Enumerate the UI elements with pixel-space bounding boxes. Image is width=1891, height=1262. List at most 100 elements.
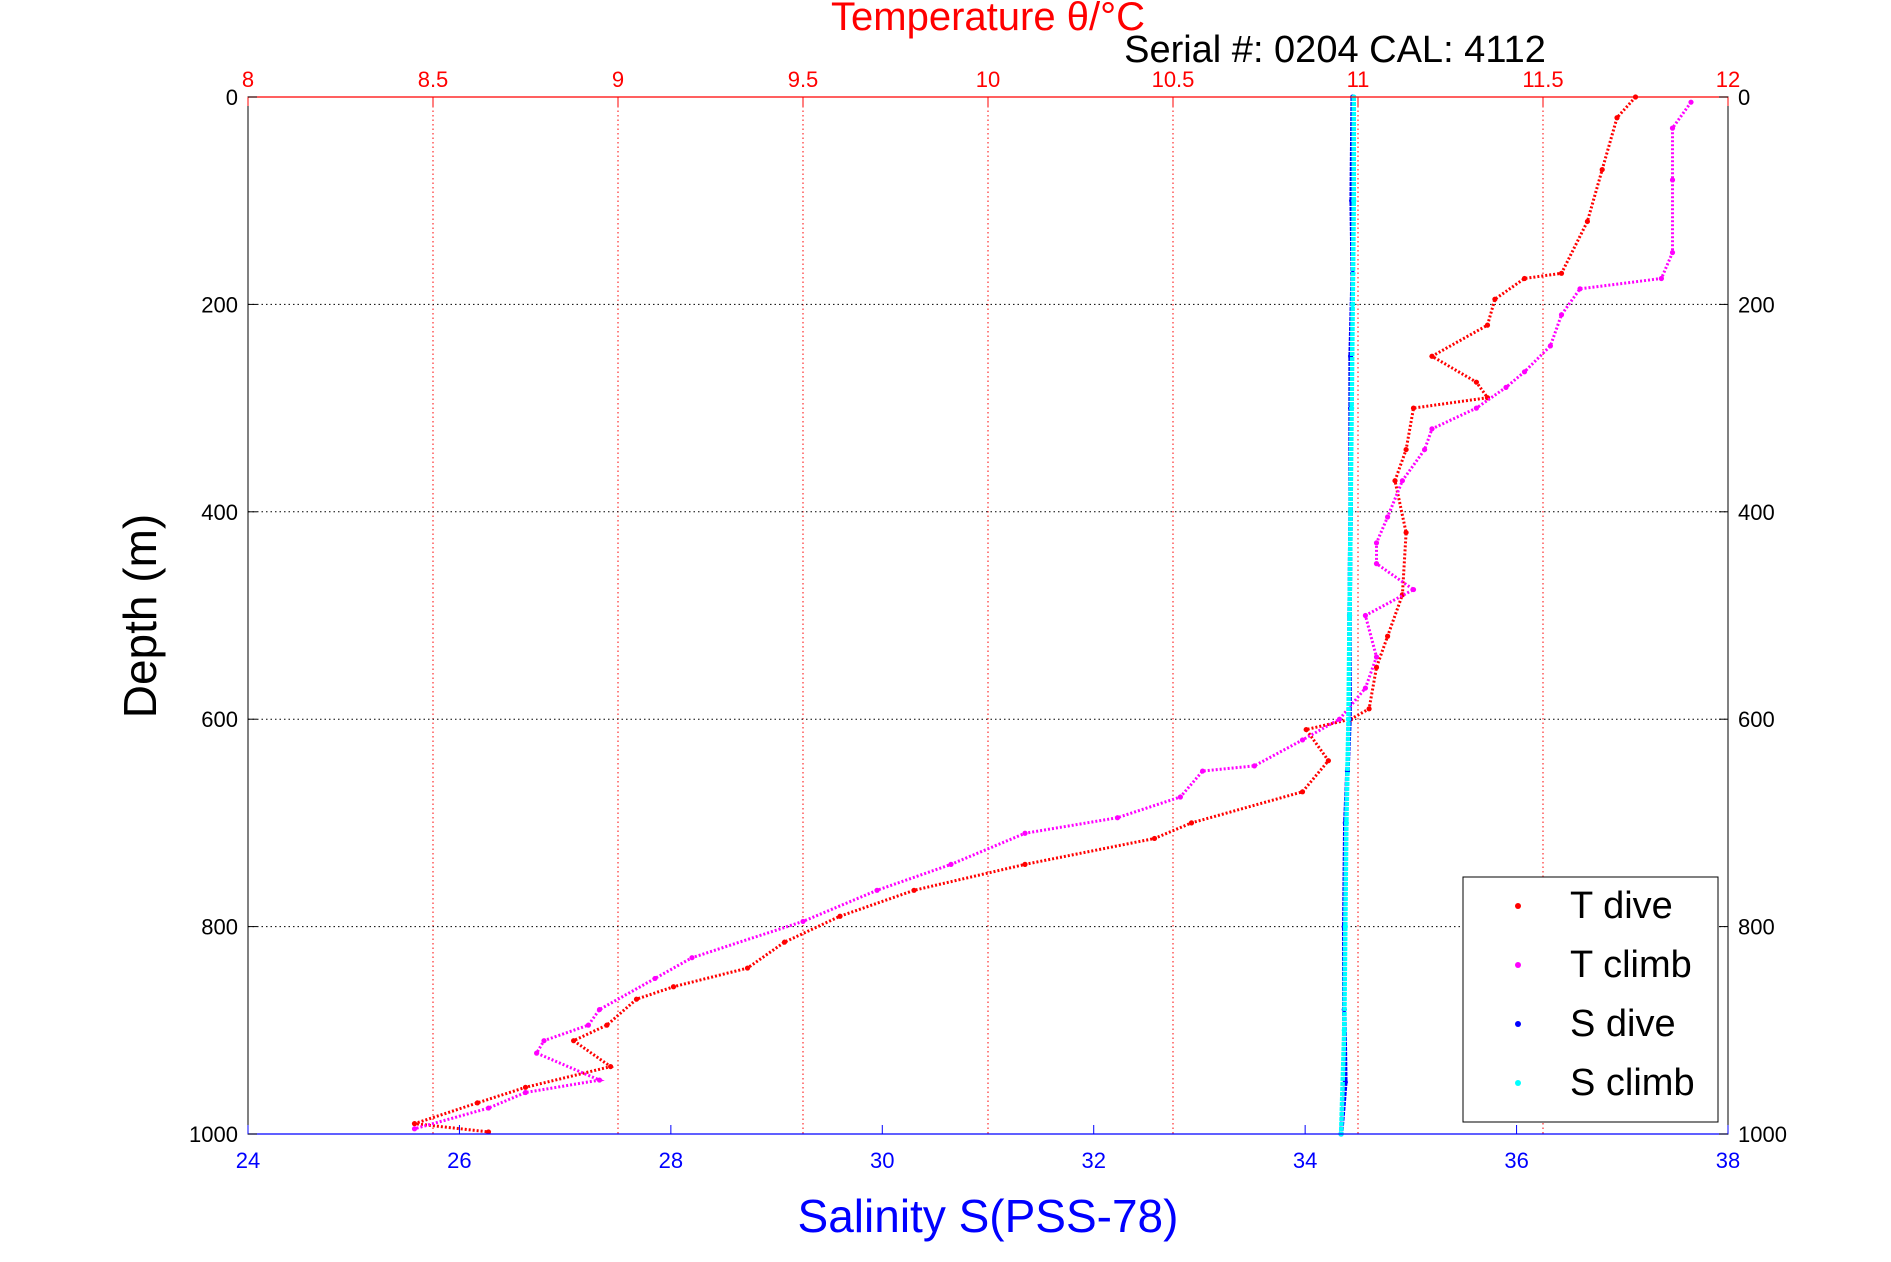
left-tick-label: 400: [201, 500, 238, 525]
data-point: [1299, 789, 1306, 795]
data-point: [1385, 633, 1391, 639]
data-point: [604, 1022, 610, 1028]
data-point: [1114, 815, 1121, 821]
data-point: [1366, 706, 1372, 712]
legend: T dive T climb S dive S climb: [1462, 876, 1719, 1123]
data-point: [485, 1129, 492, 1135]
data-point: [1521, 275, 1528, 282]
data-point: [1584, 218, 1590, 225]
data-point: [1392, 478, 1398, 484]
data-point: [1022, 830, 1028, 836]
data-point: [1251, 763, 1257, 769]
bottom-tick-label: 34: [1293, 1148, 1317, 1173]
legend-box: [1462, 876, 1719, 1123]
top-tick-label: 10.5: [1152, 67, 1195, 92]
data-point: [1658, 275, 1664, 282]
data-point: [485, 1105, 492, 1111]
left-tick-label: 1000: [189, 1122, 238, 1147]
data-point: [1492, 296, 1498, 302]
bottom-tick-label: 28: [659, 1148, 683, 1173]
data-point: [1577, 286, 1583, 292]
data-point: [1558, 270, 1565, 276]
data-point: [411, 1126, 418, 1132]
left-tick-label: 0: [226, 85, 238, 110]
data-point: [800, 918, 806, 925]
data-point: [1200, 768, 1206, 774]
data-point: [633, 996, 640, 1002]
data-point: [1385, 514, 1391, 520]
y-axis-label: Depth (m): [114, 514, 166, 718]
data-point: [1348, 509, 1354, 515]
bottom-tick-label: 36: [1504, 1148, 1528, 1173]
data-point: [1558, 312, 1565, 318]
bottom-tick-label: 32: [1081, 1148, 1105, 1173]
data-point: [1299, 737, 1306, 743]
data-point: [1373, 561, 1380, 567]
data-point: [541, 1038, 547, 1044]
data-point: [1614, 115, 1620, 121]
data-point: [1473, 405, 1479, 411]
data-point: [608, 1063, 614, 1070]
data-point: [652, 975, 658, 982]
data-point: [596, 1077, 603, 1083]
data-point: [1547, 343, 1553, 349]
series-t-climb: [411, 99, 1694, 1132]
right-tick-label: 200: [1738, 292, 1775, 317]
data-point: [1403, 446, 1409, 453]
data-point: [1188, 820, 1195, 826]
legend-label: T dive: [1570, 885, 1673, 927]
bottom-tick-label: 30: [870, 1148, 894, 1173]
data-point: [1399, 478, 1405, 484]
data-point: [534, 1050, 540, 1056]
data-point: [948, 861, 954, 867]
legend-marker: [1515, 903, 1521, 909]
data-point: [1349, 405, 1355, 411]
data-point: [571, 1038, 577, 1044]
right-tick-label: 0: [1738, 85, 1750, 110]
chart-subtitle: Serial #: 0204 CAL: 4112: [1124, 29, 1546, 71]
data-point: [1343, 820, 1349, 826]
data-point: [1303, 726, 1309, 733]
top-tick-label: 11: [1347, 67, 1370, 92]
data-point: [1373, 654, 1380, 660]
data-point: [1373, 540, 1380, 546]
bottom-tick-label: 24: [236, 1148, 260, 1173]
data-point: [1410, 405, 1417, 411]
data-point: [1403, 529, 1409, 536]
data-point: [1484, 322, 1491, 328]
data-point: [670, 984, 677, 990]
top-tick-label: 9: [612, 67, 624, 92]
data-point: [1341, 1027, 1347, 1033]
top-tick-label: 11.5: [1522, 67, 1563, 92]
legend-label: T climb: [1570, 944, 1692, 986]
data-point: [1177, 794, 1183, 800]
data-point: [1669, 125, 1676, 131]
data-point: [1410, 586, 1417, 593]
data-point: [585, 1022, 592, 1028]
data-point: [689, 955, 695, 961]
legend-entries: T dive T climb S dive S climb: [1515, 885, 1695, 1104]
data-point: [1473, 379, 1479, 385]
data-point: [1022, 861, 1028, 867]
legend-marker: [1515, 962, 1521, 968]
data-series: [411, 94, 1694, 1137]
chart-title: Temperature θ/°C: [831, 0, 1145, 39]
data-point: [474, 1100, 480, 1106]
data-point: [1362, 612, 1368, 619]
data-point: [1325, 758, 1331, 764]
data-point: [411, 1121, 418, 1127]
bottom-tick-label: 38: [1716, 1148, 1740, 1173]
data-point: [744, 965, 751, 971]
data-point: [1345, 716, 1352, 722]
data-point: [837, 913, 843, 919]
data-point: [1151, 835, 1158, 842]
data-point: [1521, 369, 1528, 375]
right-tick-label: 600: [1738, 707, 1775, 732]
data-point: [1351, 198, 1357, 204]
data-point: [1362, 685, 1368, 691]
data-point: [596, 1006, 603, 1013]
top-tick-label: 8.5: [418, 67, 449, 92]
data-point: [1599, 166, 1605, 173]
data-point: [1346, 612, 1353, 619]
